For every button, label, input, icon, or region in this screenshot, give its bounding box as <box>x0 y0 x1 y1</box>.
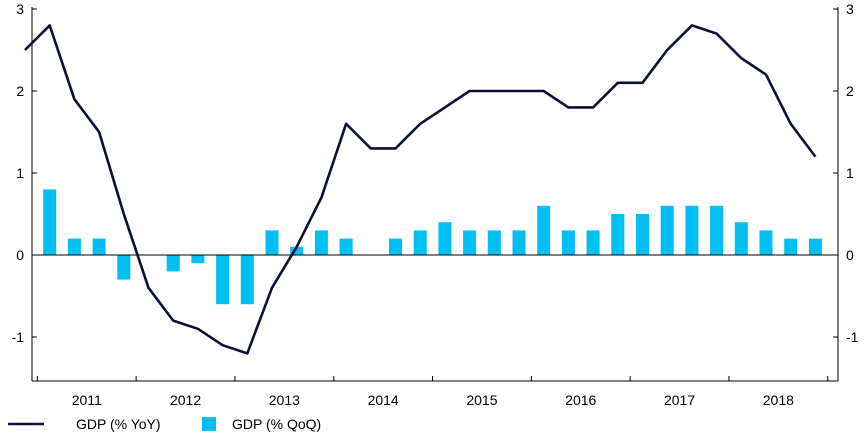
qoq-bars <box>43 189 822 305</box>
qoq-bar <box>512 230 526 255</box>
y-tick-label-left: -1 <box>12 329 25 345</box>
qoq-bar <box>660 205 674 255</box>
qoq-bar <box>438 222 452 255</box>
qoq-bar <box>463 230 477 255</box>
legend-swatch-qoq <box>202 417 216 431</box>
qoq-bar <box>487 230 501 255</box>
qoq-bar <box>314 230 328 255</box>
qoq-bar <box>117 255 131 280</box>
y-tick-label-right: 2 <box>846 83 854 99</box>
qoq-bar <box>389 238 402 255</box>
x-axis: 2011 2012 2013 2014 2015 2016 2017 2018 <box>36 376 829 408</box>
x-tick-label: 2016 <box>565 392 596 408</box>
x-tick-label: 2013 <box>269 392 300 408</box>
y-tick-label-right: 0 <box>846 247 854 263</box>
x-tick-label: 2012 <box>170 392 201 408</box>
qoq-bar <box>265 230 279 255</box>
qoq-bar <box>685 205 699 255</box>
qoq-bar <box>710 205 724 255</box>
qoq-bar <box>92 238 106 255</box>
y-tick-label-right: 3 <box>846 1 854 17</box>
y-tick-label-left: 2 <box>16 83 24 99</box>
x-tick-label: 2014 <box>368 392 399 408</box>
y-tick-label-right: 1 <box>846 165 854 181</box>
qoq-bar <box>339 238 353 255</box>
legend-label-qoq: GDP (% QoQ) <box>232 416 321 432</box>
qoq-bar <box>240 255 254 305</box>
qoq-bar <box>636 214 649 255</box>
y-tick-label-right: -1 <box>846 329 859 345</box>
legend: GDP (% YoY) GDP (% QoQ) <box>8 416 321 432</box>
qoq-bar <box>290 246 304 255</box>
y-axis-right: 3 2 1 0 -1 <box>833 1 859 345</box>
x-tick-label: 2017 <box>664 392 695 408</box>
legend-label-yoy: GDP (% YoY) <box>76 416 161 432</box>
x-tick-label: 2011 <box>72 392 102 408</box>
qoq-bar <box>611 214 625 255</box>
x-tick-label: 2018 <box>763 392 794 408</box>
qoq-bar <box>413 230 427 255</box>
qoq-bar <box>784 238 798 255</box>
qoq-bar <box>216 255 230 305</box>
qoq-bar <box>561 230 575 255</box>
axes <box>31 7 839 382</box>
qoq-bar <box>191 255 205 264</box>
x-tick-label: 2015 <box>466 392 497 408</box>
qoq-bar <box>808 238 822 255</box>
y-tick-label-left: 3 <box>16 1 24 17</box>
qoq-bar <box>43 189 57 255</box>
y-tick-label-left: 1 <box>16 165 24 181</box>
qoq-bar <box>734 222 748 255</box>
qoq-bar <box>537 205 551 255</box>
y-tick-label-left: 0 <box>16 247 24 263</box>
yoy-line <box>24 24 817 355</box>
qoq-bar <box>166 255 180 272</box>
qoq-bar <box>67 238 81 255</box>
qoq-bar <box>586 230 600 255</box>
y-axis-left: 3 2 1 0 -1 <box>12 1 37 345</box>
qoq-bar <box>759 230 773 255</box>
